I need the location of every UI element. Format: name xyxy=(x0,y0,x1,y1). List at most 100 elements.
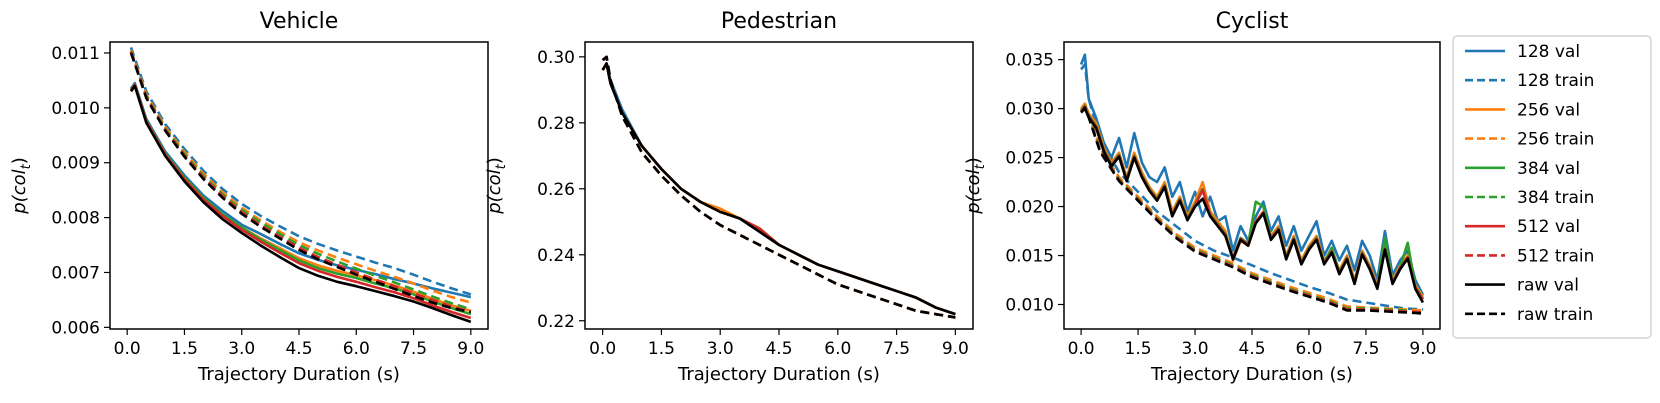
x-tick-label: 9.0 xyxy=(457,339,484,359)
x-tick-label: 3.0 xyxy=(1182,339,1209,359)
y-axis-label: p(colt) xyxy=(9,157,34,215)
x-tick-label: 6.0 xyxy=(824,339,851,359)
series-line-512-train xyxy=(129,51,472,314)
series-line-512-val xyxy=(601,62,956,316)
series-line-384-val xyxy=(129,82,472,316)
x-tick-label: 4.5 xyxy=(1238,339,1265,359)
panel-vehicle: Vehicle 0.0 1.5 3.0 4.5 6.0 7.5 9.0 0.006 0.007 0.… xyxy=(9,9,489,385)
x-tick-label: 4.5 xyxy=(285,339,312,359)
chart-title: Vehicle xyxy=(260,9,339,34)
y-tick-label: 0.30 xyxy=(537,48,575,68)
panel-cyclist: Cyclist 0.0 1.5 3.0 4.5 6.0 7.5 9.0 0.010 0.015 0.… xyxy=(963,9,1441,385)
series-line-256-train xyxy=(1080,102,1423,312)
y-tick-label: 0.011 xyxy=(51,44,100,64)
series-line-512-val xyxy=(129,83,472,320)
y-tick-label: 0.006 xyxy=(51,318,100,338)
legend-label: raw train xyxy=(1517,305,1593,325)
legend-label: raw val xyxy=(1517,276,1579,296)
series-line-384-val xyxy=(601,62,956,316)
series-line-256-val xyxy=(129,84,472,313)
y-axis-label-base: p(col xyxy=(963,169,984,214)
y-tick-label: 0.015 xyxy=(1005,247,1054,267)
x-tick-label: 7.5 xyxy=(1352,339,1379,359)
series-line-256-val xyxy=(1080,102,1425,298)
y-tick-label: 0.025 xyxy=(1005,149,1054,169)
legend-label: 384 val xyxy=(1517,159,1580,179)
legend-label: 512 val xyxy=(1517,217,1580,237)
y-axis-label-sub: t xyxy=(973,163,988,169)
y-axis-label-base: p(col xyxy=(9,169,30,214)
series-line-raw-train xyxy=(129,52,472,314)
y-axis-label-close: ) xyxy=(484,157,505,164)
x-tick-label: 1.5 xyxy=(1125,339,1152,359)
x-tick-label: 3.0 xyxy=(228,339,255,359)
legend-label: 256 val xyxy=(1517,100,1580,120)
y-tick-label: 0.007 xyxy=(51,263,100,283)
series-line-128-val xyxy=(601,62,956,316)
x-tick-label: 3.0 xyxy=(707,339,734,359)
legend-label: 384 train xyxy=(1517,188,1594,208)
y-tick-label: 0.020 xyxy=(1005,198,1054,218)
x-tick-label: 9.0 xyxy=(942,339,969,359)
chart-title: Pedestrian xyxy=(721,9,837,34)
series-line-128-val xyxy=(1079,53,1425,296)
y-tick-label: 0.035 xyxy=(1005,51,1054,71)
x-axis-label: Trajectory Duration (s) xyxy=(1150,364,1353,385)
series-line-256-val xyxy=(601,62,956,316)
series-line-256-train xyxy=(601,55,956,319)
series-line-raw-train xyxy=(601,55,956,319)
series-group xyxy=(601,55,956,319)
x-axis-label: Trajectory Duration (s) xyxy=(197,364,400,385)
y-tick-label: 0.010 xyxy=(51,99,100,119)
y-axis-label-sub: t xyxy=(494,163,509,169)
plot-frame xyxy=(584,41,974,330)
y-axis-label-base: p(col xyxy=(484,169,505,214)
series-line-raw-val xyxy=(1080,107,1425,304)
series-group xyxy=(129,47,472,324)
y-tick-label: 0.28 xyxy=(537,114,575,134)
y-axis-label: p(colt) xyxy=(484,157,509,215)
series-line-384-train xyxy=(601,55,956,319)
series-line-384-train xyxy=(129,50,472,311)
x-tick-label: 7.5 xyxy=(883,339,910,359)
y-tick-label: 0.008 xyxy=(51,209,100,229)
y-axis-label-close: ) xyxy=(963,157,984,164)
series-line-raw-val xyxy=(129,84,472,324)
y-tick-label: 0.010 xyxy=(1005,296,1054,316)
plot-frame xyxy=(109,41,489,330)
series-line-raw-val xyxy=(601,62,956,316)
series-group xyxy=(1079,53,1425,316)
y-axis-label-close: ) xyxy=(9,157,30,164)
x-tick-label: 6.0 xyxy=(1295,339,1322,359)
legend-label: 128 val xyxy=(1517,42,1580,62)
series-line-128-train xyxy=(601,55,956,319)
plot-frame xyxy=(1063,41,1441,330)
y-tick-label: 0.030 xyxy=(1005,100,1054,120)
x-tick-label: 4.5 xyxy=(765,339,792,359)
x-axis-label: Trajectory Duration (s) xyxy=(677,364,880,385)
x-tick-label: 0.0 xyxy=(1068,339,1095,359)
x-tick-label: 0.0 xyxy=(114,339,141,359)
y-tick-label: 0.26 xyxy=(537,180,575,200)
y-axis-label-sub: t xyxy=(19,163,34,169)
series-line-raw-train xyxy=(1080,106,1423,315)
legend-label: 512 train xyxy=(1517,246,1594,266)
legend-label: 128 train xyxy=(1517,71,1594,91)
legend-label: 256 train xyxy=(1517,130,1594,150)
series-line-128-train xyxy=(129,47,472,296)
series-line-512-train xyxy=(601,55,956,319)
y-tick-label: 0.22 xyxy=(537,312,575,332)
y-tick-label: 0.24 xyxy=(537,246,575,266)
x-tick-label: 6.0 xyxy=(343,339,370,359)
x-tick-label: 1.5 xyxy=(648,339,675,359)
x-tick-label: 9.0 xyxy=(1409,339,1436,359)
legend-frame xyxy=(1452,35,1652,339)
x-tick-label: 0.0 xyxy=(589,339,616,359)
series-line-128-train xyxy=(1080,63,1423,311)
legend: 128 val 128 train 256 val 256 train 384 val 3… xyxy=(1452,35,1652,339)
x-tick-label: 7.5 xyxy=(400,339,427,359)
x-tick-label: 1.5 xyxy=(171,339,198,359)
chart-title: Cyclist xyxy=(1216,9,1289,34)
y-tick-label: 0.009 xyxy=(51,154,100,174)
